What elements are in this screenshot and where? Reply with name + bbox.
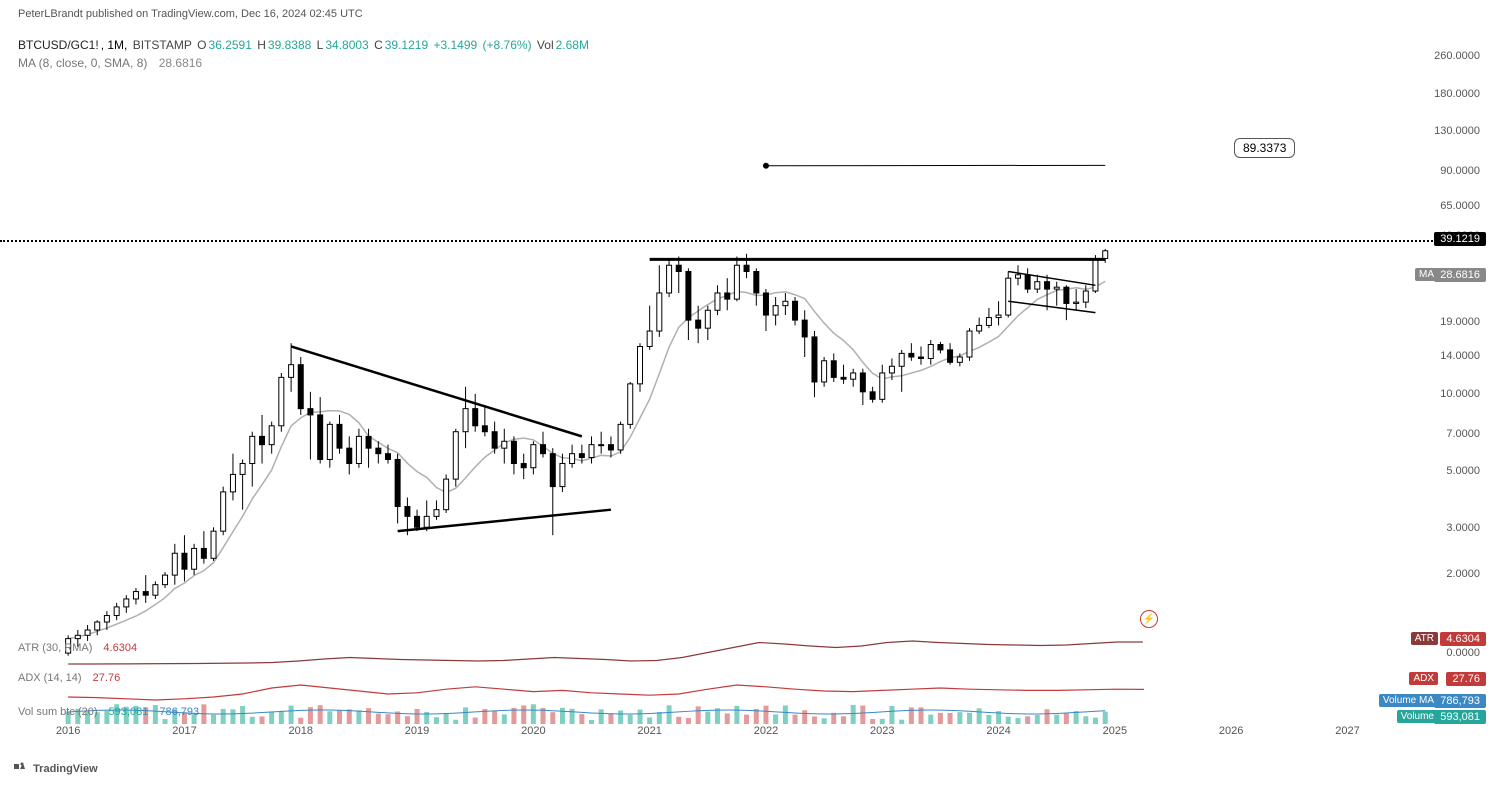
y-axis: 260.0000180.0000130.000090.000065.000049… [1394, 30, 1504, 630]
tradingview-logo-icon [14, 760, 26, 775]
publish-timestamp: Dec 16, 2024 02:45 UTC [241, 8, 363, 20]
current-price-tag: 39.1219 [1434, 232, 1486, 246]
publish-header: PeterLBrandt published on TradingView.co… [18, 8, 363, 20]
atr-tag: 4.6304 [1440, 632, 1486, 646]
vol-tag-label: Volume [1397, 710, 1438, 723]
footer-brand: TradingView [14, 760, 98, 775]
adx-row: ADX (14, 14) 27.76 [18, 672, 120, 684]
price-target-box[interactable]: 89.3373 [1234, 138, 1295, 158]
publisher-name: PeterLBrandt [18, 8, 83, 20]
vol-v1: 593,081 [109, 706, 149, 718]
price-dotted-line [0, 240, 1480, 242]
x-axis: 2016201720182019202020212022202320242025… [0, 725, 1394, 745]
adx-tag: 27.76 [1446, 672, 1486, 686]
vol-tag: 593,081 [1434, 710, 1486, 724]
adx-value: 27.76 [93, 672, 121, 684]
atr-tag-label: ATR [1411, 632, 1438, 645]
volma-tag: 786,793 [1434, 694, 1486, 708]
replay-icon[interactable]: ⚡ [1140, 610, 1158, 628]
atr-value: 4.6304 [103, 642, 137, 654]
volume-row: Vol sum btc (20) 593,081 786,793 [18, 706, 199, 718]
atr-row: ATR (30, RMA) 4.6304 [18, 642, 137, 654]
ma-price-tag: 28.6816 [1434, 268, 1486, 282]
volma-tag-label: Volume MA [1379, 694, 1438, 707]
vol-v2: 786,793 [159, 706, 199, 718]
adx-tag-label: ADX [1409, 672, 1438, 685]
